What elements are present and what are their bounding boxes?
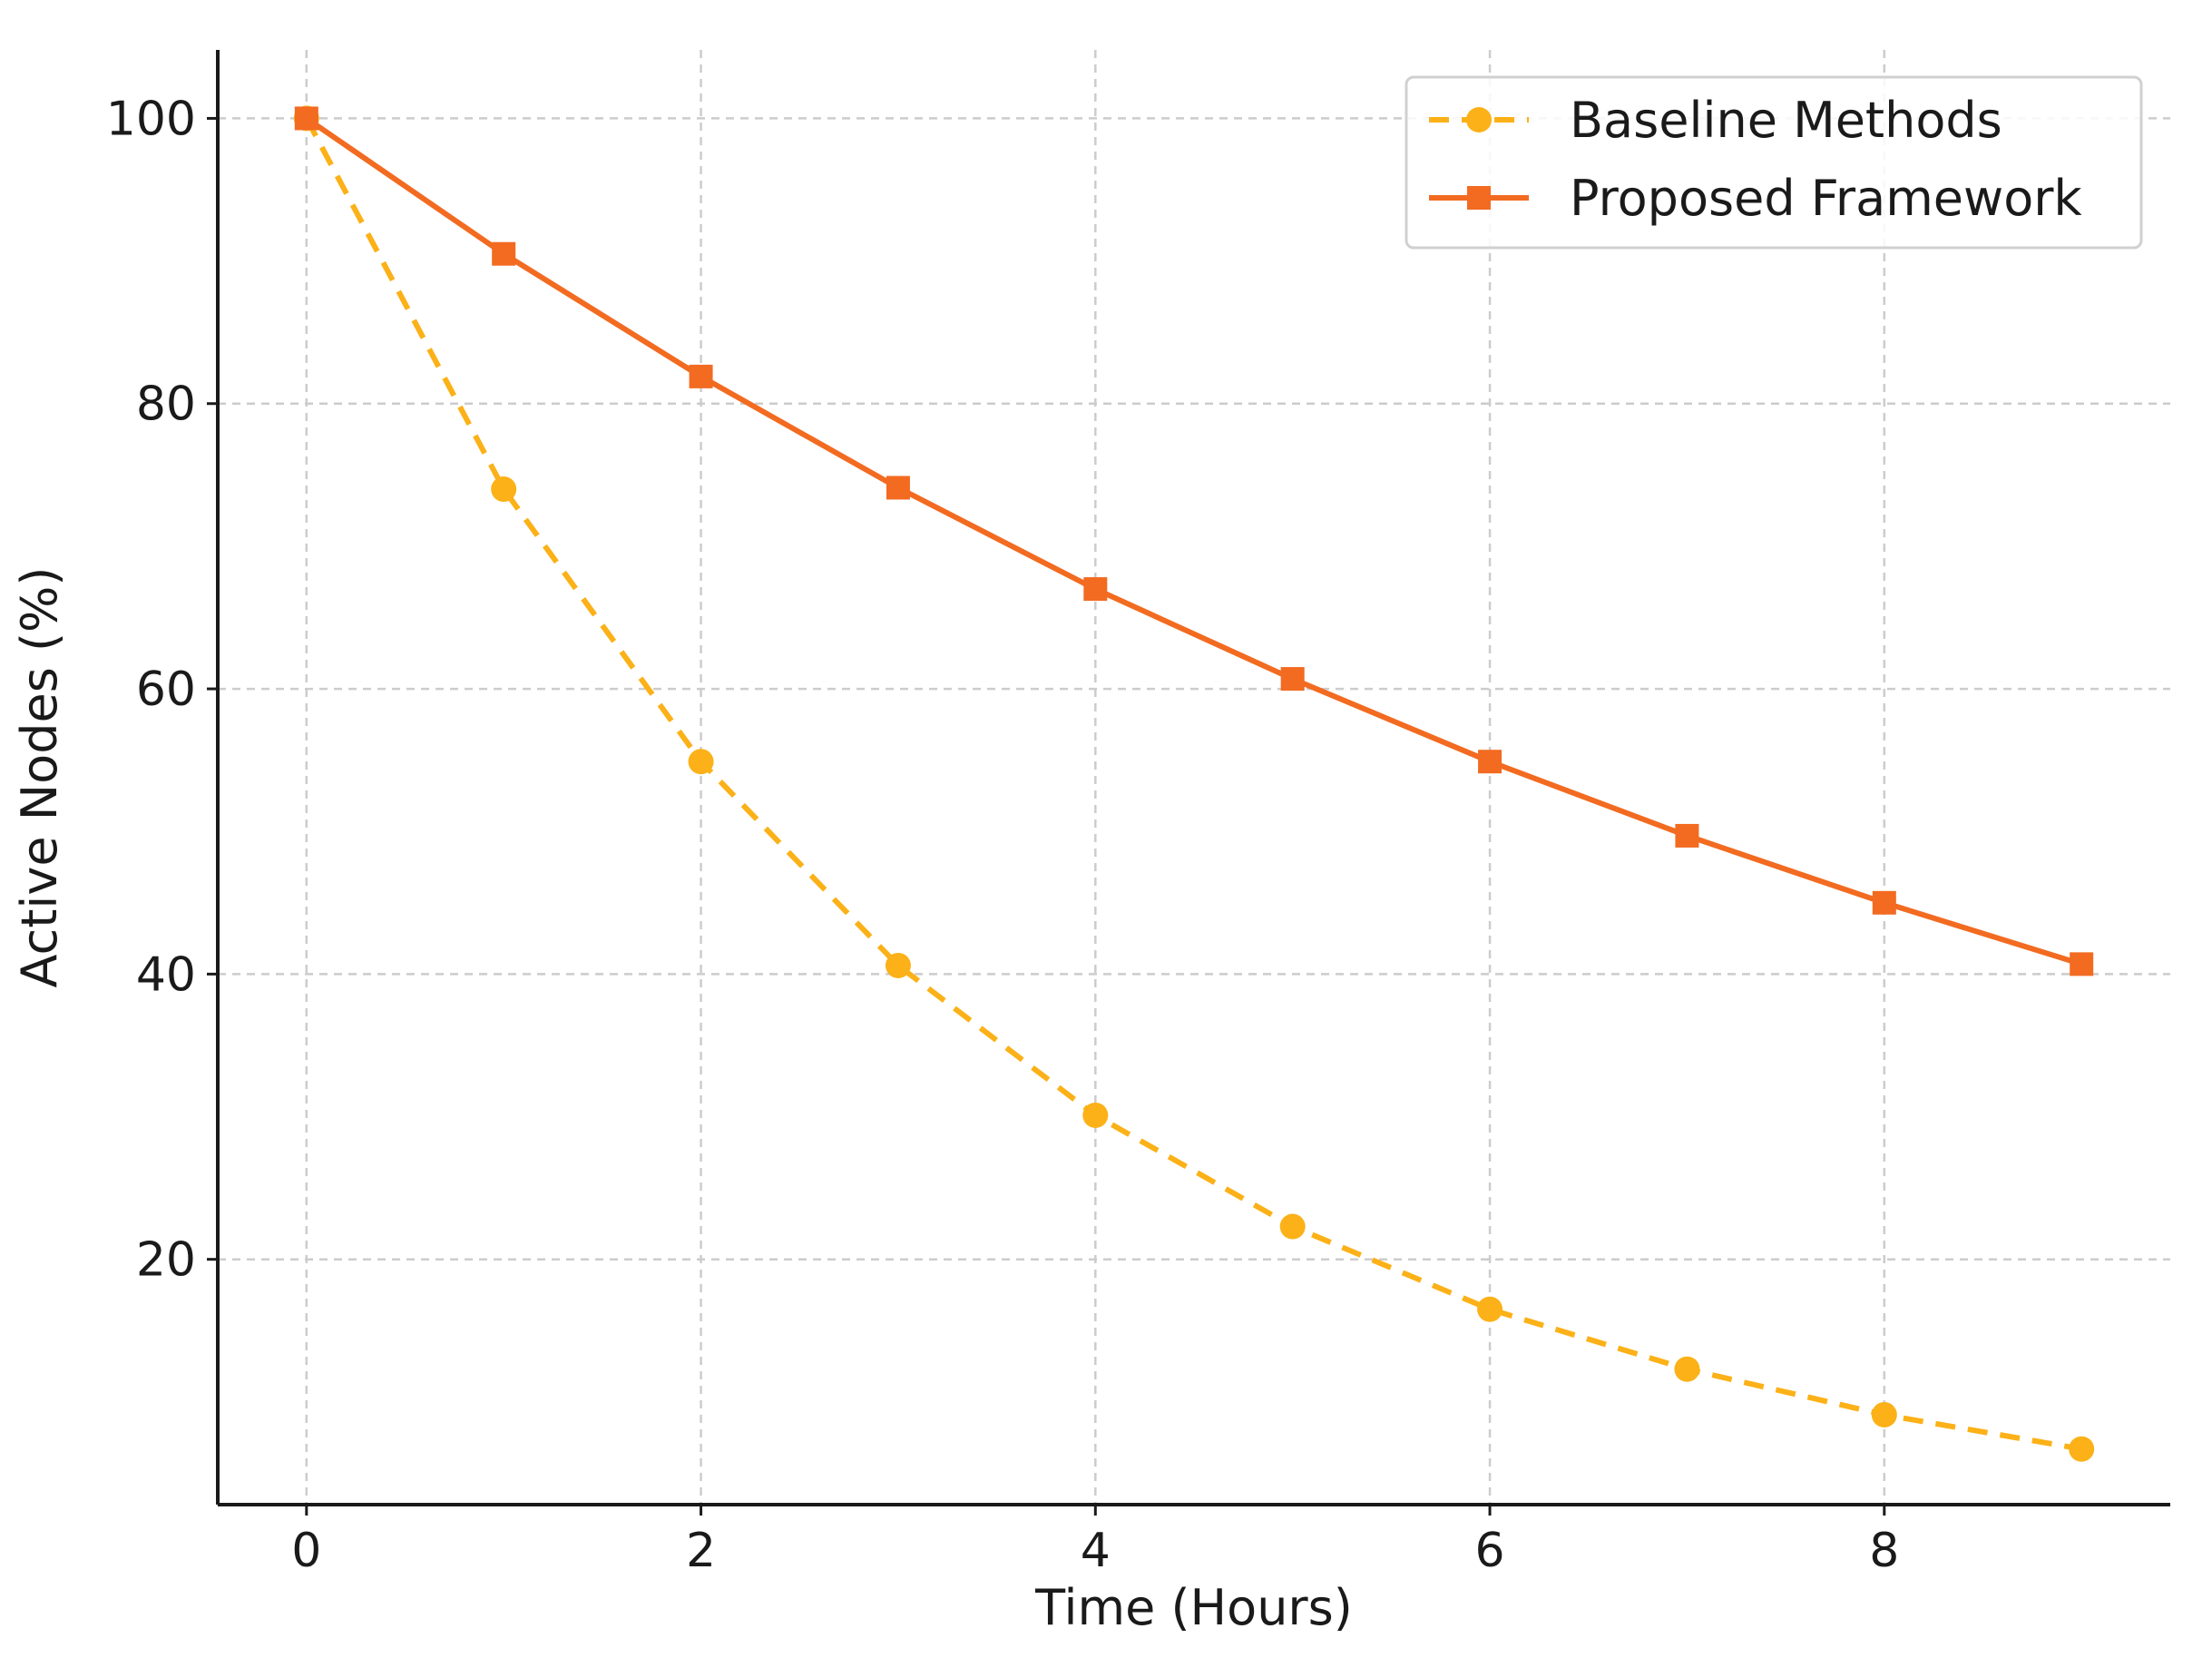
data-point-baseline-8 [1871, 1401, 1897, 1427]
tick-labels: 0 2 4 6 8 20 40 60 80 100 [106, 92, 1900, 1578]
legend-label-proposed: Proposed Framework [1570, 170, 2082, 227]
x-axis-title: Time (Hours) [1034, 1579, 1353, 1636]
legend-entry-baseline: Baseline Methods [1429, 92, 2002, 149]
series-proposed [294, 106, 2094, 976]
data-point-baseline-4 [1082, 1102, 1109, 1128]
legend-entry-proposed: Proposed Framework [1429, 170, 2082, 227]
data-point-baseline-3 [885, 952, 911, 978]
data-point-baseline-9 [2069, 1436, 2095, 1462]
data-point-proposed-1 [492, 241, 516, 266]
legend-box [1405, 75, 2143, 250]
axes [207, 50, 2170, 1516]
data-point-proposed-3 [886, 476, 910, 500]
legend-marker-baseline [1466, 107, 1492, 132]
x-tick-label-0: 0 [291, 1524, 321, 1578]
x-tick-label-2: 2 [686, 1524, 716, 1578]
data-point-proposed-8 [1872, 890, 1896, 915]
y-tick-label-60: 60 [136, 662, 196, 717]
data-point-baseline-5 [1279, 1213, 1306, 1240]
data-point-proposed-0 [294, 106, 318, 131]
data-point-baseline-6 [1477, 1296, 1503, 1322]
data-point-baseline-1 [491, 476, 517, 503]
data-point-proposed-9 [2070, 952, 2094, 976]
series-line-baseline [304, 116, 2082, 1452]
y-tick-label-80: 80 [136, 378, 196, 432]
legend: Baseline Methods Proposed Framework [1405, 75, 2143, 250]
legend-marker-proposed [1467, 186, 1491, 210]
data-point-proposed-6 [1478, 750, 1502, 774]
data-point-proposed-4 [1083, 577, 1108, 602]
legend-label-baseline: Baseline Methods [1570, 92, 2002, 149]
y-tick-label-40: 40 [136, 947, 196, 1002]
data-point-baseline-7 [1674, 1356, 1700, 1382]
data-point-proposed-7 [1675, 823, 1699, 848]
y-tick-label-20: 20 [136, 1233, 196, 1288]
x-tick-label-8: 8 [1869, 1524, 1899, 1578]
y-tick-label-100: 100 [106, 92, 196, 146]
series-layer [293, 105, 2095, 1462]
data-point-baseline-2 [688, 749, 714, 775]
x-tick-label-6: 6 [1475, 1524, 1505, 1578]
y-axis-title: Active Nodes (%) [11, 567, 68, 988]
data-point-proposed-5 [1280, 667, 1305, 692]
data-point-proposed-2 [689, 364, 713, 388]
series-line-proposed [305, 115, 2083, 967]
x-tick-label-4: 4 [1081, 1524, 1111, 1578]
